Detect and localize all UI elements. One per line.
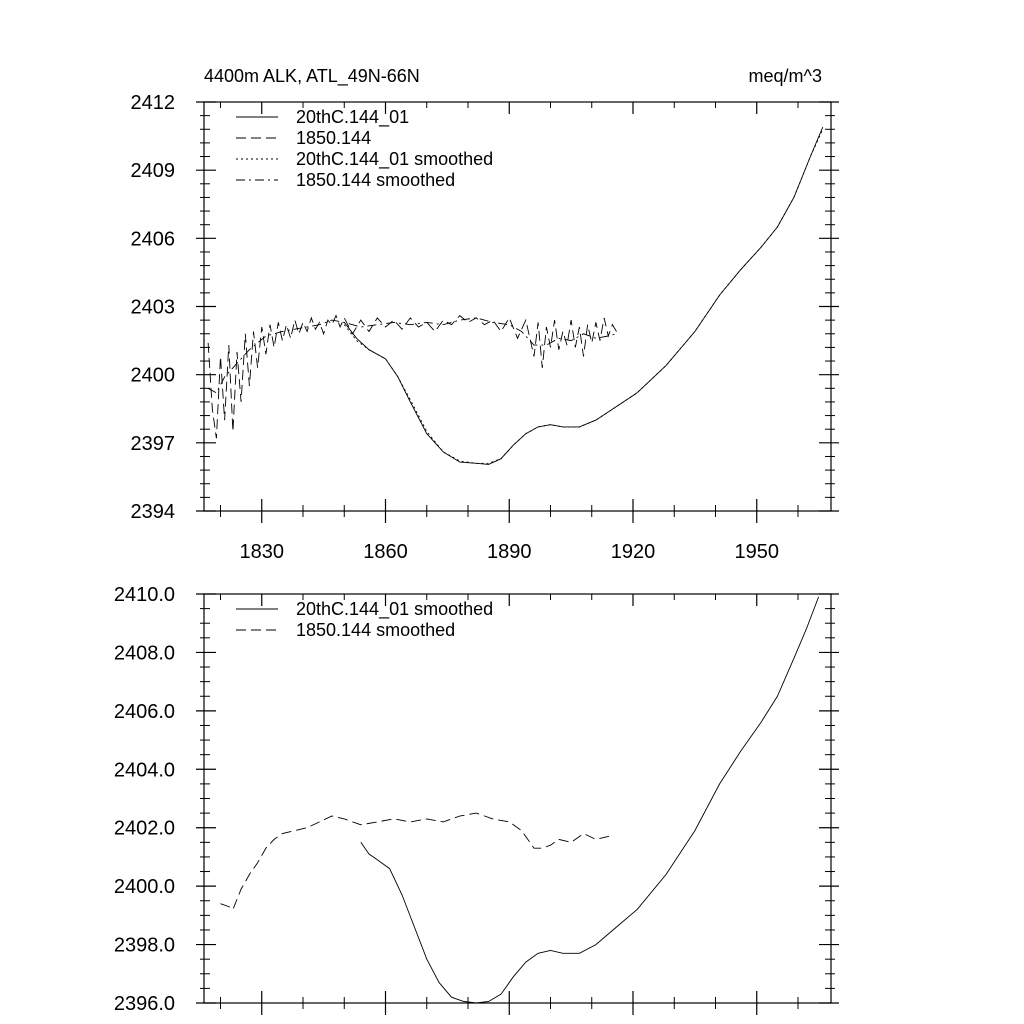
y-tick-label: 2394 <box>131 501 176 523</box>
top-panel-units: meq/m^3 <box>749 66 822 86</box>
legend-label-3: 1850.144 smoothed <box>296 170 455 190</box>
y-tick-label: 2400 <box>131 365 176 387</box>
legend-label-1: 1850.144 <box>296 128 371 148</box>
series-line-1 <box>220 812 613 911</box>
y-tick-label: 2396.0 <box>114 993 175 1015</box>
y-tick-label: 2406.0 <box>114 701 175 723</box>
legend-label-0: 20thC.144_01 <box>296 107 409 128</box>
top-panel: 4400m ALK, ATL_49N-66N meq/m^3 1830 1860 1… <box>131 66 839 563</box>
y-tick-label: 2410.0 <box>114 584 175 606</box>
top-panel-title: 4400m ALK, ATL_49N-66N <box>204 66 420 87</box>
series-line-1 <box>207 314 617 439</box>
x-tick-label: 1950 <box>735 541 780 563</box>
legend-label-1: 1850.144 smoothed <box>296 620 455 640</box>
top-panel-series <box>207 126 824 465</box>
bottom-panel-frame <box>203 593 832 1004</box>
series-line-3 <box>207 317 617 394</box>
series-line-2 <box>343 129 824 464</box>
top-panel-frame <box>203 101 832 512</box>
legend-label-0: 20thC.144_01 smoothed <box>296 599 493 620</box>
y-tick-label: 2409 <box>131 160 176 182</box>
bottom-panel: 2396.0 2398.0 2400.0 2402.0 2404.0 2406.0 2408… <box>114 584 839 1015</box>
y-tick-label: 2406 <box>131 228 176 250</box>
legend-label-2: 20thC.144_01 smoothed <box>296 149 493 170</box>
x-tick-label: 1890 <box>487 541 532 563</box>
y-tick-label: 2400.0 <box>114 876 175 898</box>
y-tick-label: 2402.0 <box>114 818 175 840</box>
bottom-panel-series <box>220 596 820 1004</box>
y-tick-label: 2398.0 <box>114 935 175 957</box>
bottom-panel-ticks: 2396.0 2398.0 2400.0 2402.0 2404.0 2406.0 2408… <box>114 584 839 1015</box>
y-tick-label: 2403 <box>131 297 176 319</box>
x-tick-label: 1920 <box>611 541 656 563</box>
y-tick-label: 2397 <box>131 433 176 455</box>
series-line-0 <box>360 596 820 1004</box>
y-tick-label: 2408.0 <box>114 642 175 664</box>
y-tick-label: 2404.0 <box>114 759 175 781</box>
x-tick-label: 1860 <box>363 541 408 563</box>
y-tick-label: 2412 <box>131 92 176 114</box>
x-tick-label: 1830 <box>240 541 285 563</box>
